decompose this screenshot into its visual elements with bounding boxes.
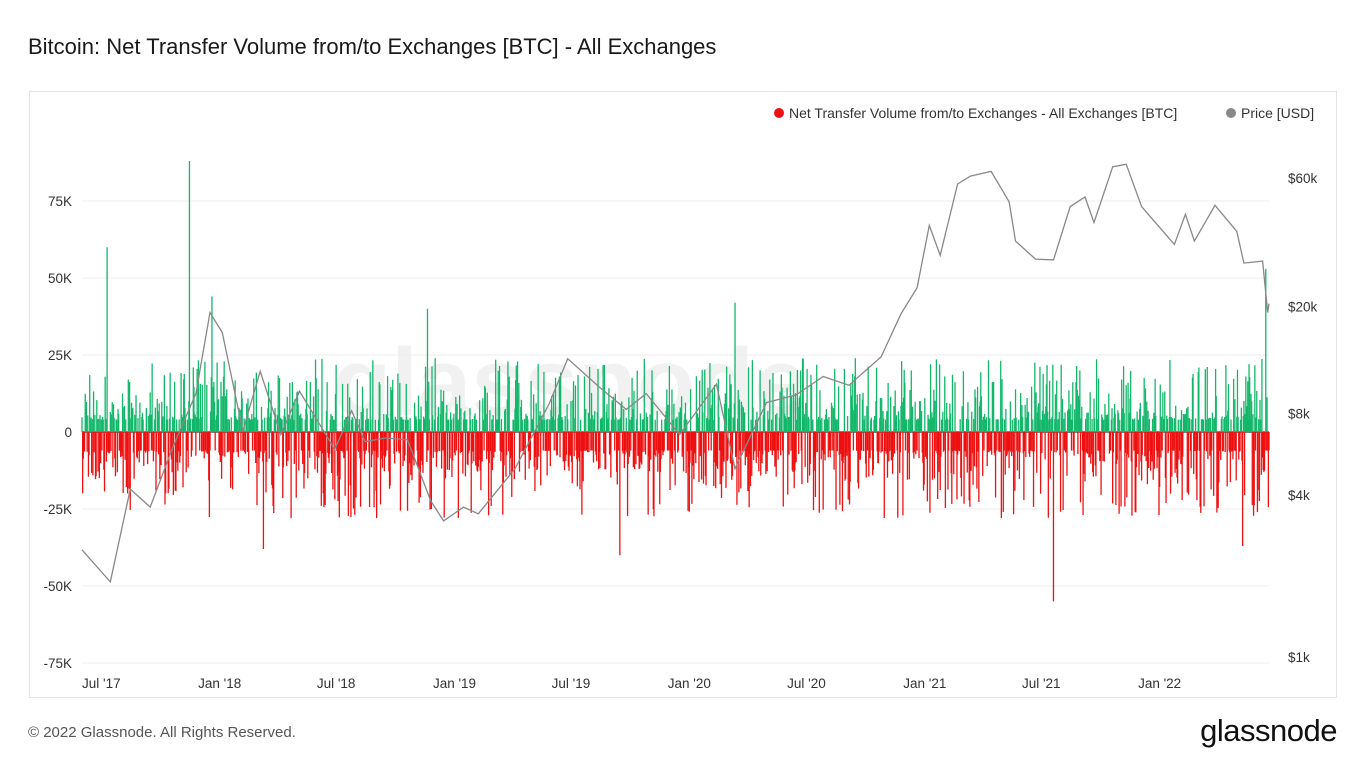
- chart-title: Bitcoin: Net Transfer Volume from/to Exc…: [28, 34, 717, 59]
- y-left-tick-label: -25K: [43, 502, 72, 517]
- chart: glassnode 75K50K25K0-25K-50K-75K$60k$20k…: [43, 105, 1318, 691]
- y-left-tick-label: 25K: [48, 348, 72, 363]
- y-right-tick-label: $60k: [1288, 171, 1318, 186]
- y-right-tick-label: $20k: [1288, 300, 1318, 315]
- x-tick-label: Jul '17: [82, 676, 121, 691]
- x-tick-label: Jul '18: [317, 676, 356, 691]
- brand-logo: glassnode: [1200, 713, 1337, 748]
- x-tick-label: Jan '21: [903, 676, 946, 691]
- y-right-tick-label: $8k: [1288, 407, 1310, 422]
- y-left-tick-label: 0: [64, 425, 72, 440]
- x-tick-label: Jan '22: [1138, 676, 1181, 691]
- x-tick-label: Jul '21: [1022, 676, 1061, 691]
- y-left-tick-label: -75K: [43, 656, 72, 671]
- y-right-tick-label: $1k: [1288, 650, 1310, 665]
- legend-label-net-transfer: Net Transfer Volume from/to Exchanges - …: [789, 105, 1177, 121]
- x-tick-label: Jan '20: [668, 676, 711, 691]
- legend-marker-net-transfer: [774, 108, 784, 118]
- y-left-tick-label: -50K: [43, 579, 72, 594]
- x-tick-label: Jan '19: [433, 676, 476, 691]
- y-right-tick-label: $4k: [1288, 488, 1310, 503]
- copyright-text: © 2022 Glassnode. All Rights Reserved.: [28, 724, 296, 741]
- x-tick-label: Jul '19: [552, 676, 591, 691]
- chart-panel: glassnode 75K 50K 25K 0 -25K -50K -75K $60k $20k…: [29, 91, 1337, 698]
- legend-marker-price: [1226, 108, 1236, 118]
- y-left-tick-label: 50K: [48, 271, 72, 286]
- price-line: [81, 163, 1270, 584]
- x-tick-label: Jul '20: [787, 676, 826, 691]
- y-left-tick-label: 75K: [48, 194, 72, 209]
- x-tick-label: Jan '18: [198, 676, 241, 691]
- legend-label-price: Price [USD]: [1241, 105, 1314, 121]
